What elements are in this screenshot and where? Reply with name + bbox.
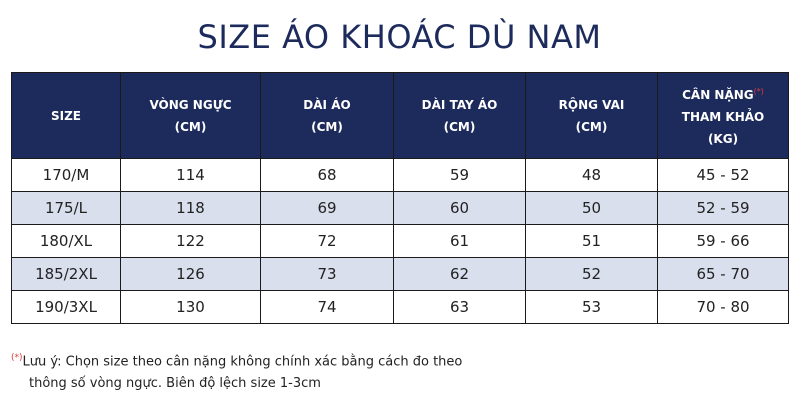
cell-chest: 130 bbox=[120, 290, 261, 324]
header-size: SIZE bbox=[11, 72, 121, 159]
cell-length: 68 bbox=[260, 158, 394, 192]
cell-weight: 65 - 70 bbox=[657, 257, 789, 291]
cell-sleeve: 60 bbox=[393, 191, 526, 225]
table-row: 185/2XL 126 73 62 52 65 - 70 bbox=[11, 257, 789, 291]
cell-size: 180/XL bbox=[11, 224, 121, 258]
cell-shoulder: 53 bbox=[525, 290, 658, 324]
cell-weight: 52 - 59 bbox=[657, 191, 789, 225]
cell-shoulder: 51 bbox=[525, 224, 658, 258]
cell-size: 185/2XL bbox=[11, 257, 121, 291]
cell-sleeve: 63 bbox=[393, 290, 526, 324]
table-row: 170/M 114 68 59 48 45 - 52 bbox=[11, 158, 789, 192]
table-row: 180/XL 122 72 61 51 59 - 66 bbox=[11, 224, 789, 258]
cell-weight: 59 - 66 bbox=[657, 224, 789, 258]
cell-shoulder: 50 bbox=[525, 191, 658, 225]
page-title: SIZE ÁO KHOÁC DÙ NAM bbox=[197, 18, 602, 56]
footnote-mark: (*) bbox=[11, 353, 23, 363]
cell-chest: 126 bbox=[120, 257, 261, 291]
header-shoulder: RỘNG VAI (CM) bbox=[525, 72, 658, 159]
footnote-line-2: thông số vòng ngực. Biên độ lệch size 1-… bbox=[29, 376, 321, 392]
cell-size: 190/3XL bbox=[11, 290, 121, 324]
table-row: 190/3XL 130 74 63 53 70 - 80 bbox=[11, 290, 789, 324]
cell-chest: 122 bbox=[120, 224, 261, 258]
footnote-line-1: Lưu ý: Chọn size theo cân nặng không chí… bbox=[22, 354, 463, 370]
cell-shoulder: 48 bbox=[525, 158, 658, 192]
cell-shoulder: 52 bbox=[525, 257, 658, 291]
size-chart-table: SIZE VÒNG NGỰC (CM) DÀI ÁO (CM) DÀI TAY … bbox=[11, 72, 789, 324]
cell-length: 72 bbox=[260, 224, 394, 258]
header-weight: CÂN NẶNG(*) THAM KHẢO (KG) bbox=[657, 72, 789, 159]
header-sleeve: DÀI TAY ÁO (CM) bbox=[393, 72, 526, 159]
footnote-mark: (*) bbox=[753, 87, 764, 96]
cell-chest: 118 bbox=[120, 191, 261, 225]
cell-length: 69 bbox=[260, 191, 394, 225]
cell-weight: 45 - 52 bbox=[657, 158, 789, 192]
cell-length: 74 bbox=[260, 290, 394, 324]
cell-size: 175/L bbox=[11, 191, 121, 225]
table-row: 175/L 118 69 60 50 52 - 59 bbox=[11, 191, 789, 225]
cell-sleeve: 62 bbox=[393, 257, 526, 291]
header-chest: VÒNG NGỰC (CM) bbox=[120, 72, 261, 159]
cell-length: 73 bbox=[260, 257, 394, 291]
cell-size: 170/M bbox=[11, 158, 121, 192]
cell-weight: 70 - 80 bbox=[657, 290, 789, 324]
footnote: (*)Lưu ý: Chọn size theo cân nặng không … bbox=[11, 347, 711, 395]
cell-sleeve: 59 bbox=[393, 158, 526, 192]
cell-chest: 114 bbox=[120, 158, 261, 192]
cell-sleeve: 61 bbox=[393, 224, 526, 258]
header-length: DÀI ÁO (CM) bbox=[260, 72, 394, 159]
table-header-row: SIZE VÒNG NGỰC (CM) DÀI ÁO (CM) DÀI TAY … bbox=[11, 72, 789, 159]
